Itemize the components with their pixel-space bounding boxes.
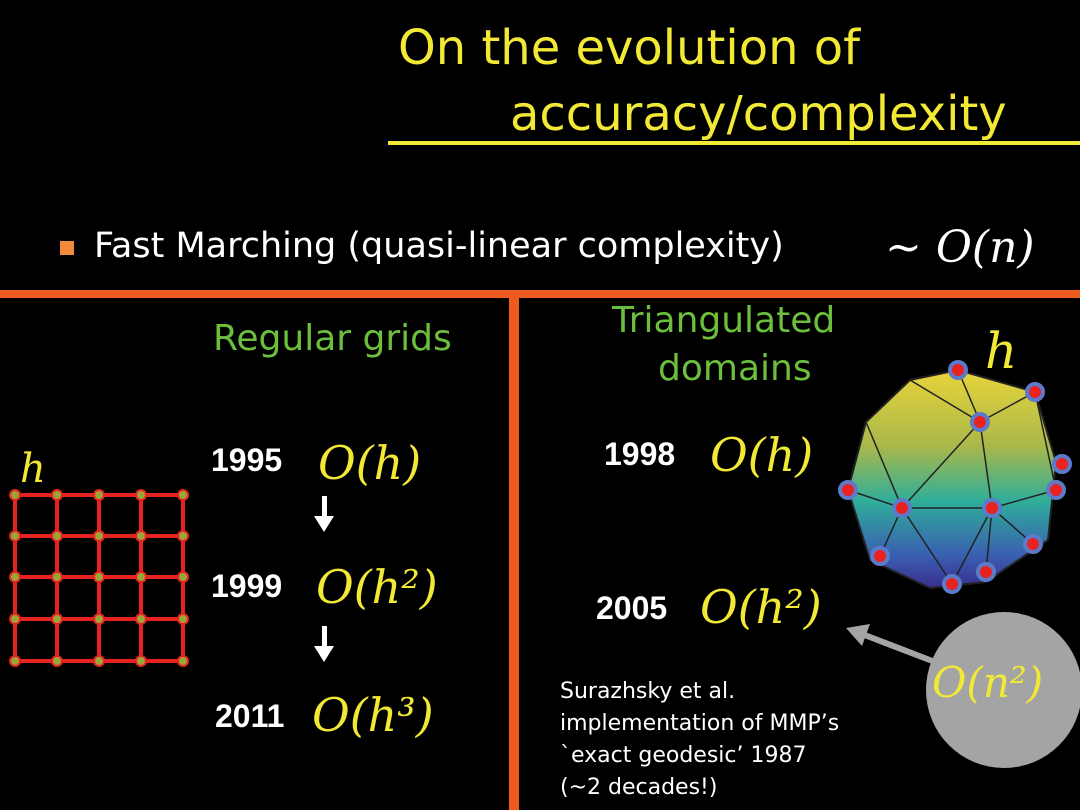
bullet-text: Fast Marching (quasi-linear complexity) bbox=[94, 226, 784, 266]
caption-line-3: `exact geodesic’ 1987 bbox=[560, 743, 807, 768]
year-1999: 1999 bbox=[211, 568, 283, 604]
triangulated-heading-line-1: Triangulated bbox=[612, 300, 836, 341]
bullet-complexity-math: ∼ O(n) bbox=[885, 222, 1035, 273]
caption-line-2: implementation of MMP’s bbox=[560, 711, 840, 736]
arrow-down-icon bbox=[314, 516, 334, 532]
bullet-square-icon bbox=[60, 241, 74, 255]
complexity-badge-label: O(n²) bbox=[932, 658, 1044, 707]
mesh-spacing-label: h bbox=[985, 322, 1018, 380]
year-1995: 1995 bbox=[211, 442, 283, 478]
order-2011: O(h³) bbox=[312, 688, 434, 742]
order-1995: O(h) bbox=[318, 436, 422, 490]
regular-grids-heading: Regular grids bbox=[213, 318, 452, 359]
regular-grid-diagram bbox=[9, 489, 189, 667]
caption-line-4: (~2 decades!) bbox=[560, 775, 718, 800]
pointer-arrow-icon bbox=[846, 624, 937, 665]
year-2011: 2011 bbox=[215, 698, 285, 734]
caption: Surazhsky et al. implementation of MMP’s… bbox=[560, 676, 839, 804]
year-1998: 1998 bbox=[604, 436, 676, 472]
caption-line-1: Surazhsky et al. bbox=[560, 679, 736, 704]
order-2005: O(h²) bbox=[700, 580, 822, 634]
arrow-down-icon bbox=[314, 646, 334, 662]
triangulated-sphere-diagram bbox=[838, 360, 1072, 594]
title-line-2: accuracy/complexity bbox=[510, 86, 1007, 142]
order-1998: O(h) bbox=[710, 428, 814, 482]
vertical-divider bbox=[509, 294, 519, 810]
horizontal-divider bbox=[0, 290, 1080, 298]
title-line-1: On the evolution of bbox=[398, 20, 861, 76]
order-1999: O(h²) bbox=[316, 560, 438, 614]
triangulated-heading-line-2: domains bbox=[658, 348, 812, 389]
grid-spacing-label: h bbox=[20, 446, 46, 492]
arrow-down-shaft-2 bbox=[322, 626, 327, 648]
year-2005: 2005 bbox=[596, 590, 668, 626]
arrow-down-shaft-1 bbox=[322, 496, 327, 518]
complexity-badge bbox=[926, 612, 1080, 768]
title-underline bbox=[388, 141, 1080, 145]
